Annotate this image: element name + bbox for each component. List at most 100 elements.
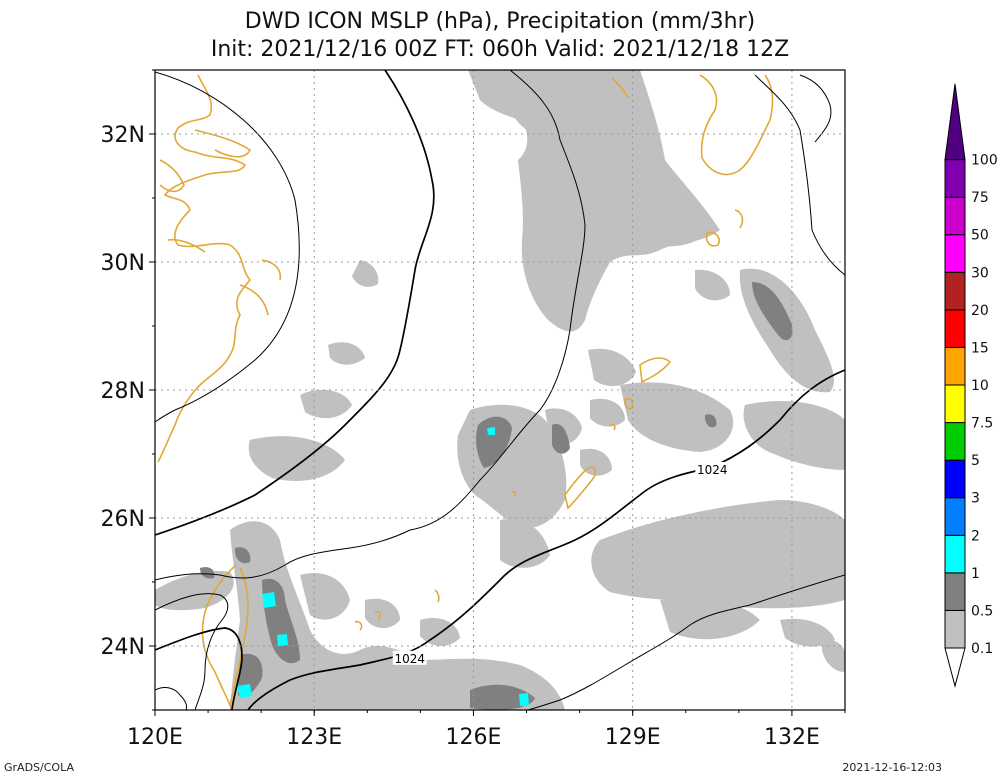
isobar-label-bg <box>392 650 427 665</box>
isobar-thick <box>247 369 845 710</box>
isobar-thick <box>155 627 243 710</box>
precip-area <box>300 572 350 620</box>
x-tick-label: 126E <box>446 725 502 750</box>
isobar-layer <box>155 70 845 710</box>
precip-area <box>780 618 835 647</box>
precip-area <box>365 598 400 629</box>
colorbar-label: 7.5 <box>971 416 993 432</box>
coastline <box>159 159 185 193</box>
colorbar-label: 5 <box>971 453 980 469</box>
colorbar-label: 2 <box>971 528 980 544</box>
precip-area-moderate <box>476 416 512 468</box>
isobar-label-bg <box>695 462 730 476</box>
precip-area-moderate <box>552 423 570 454</box>
chart-title: DWD ICON MSLP (hPa), Precipitation (mm/3… <box>244 9 756 34</box>
precip-area <box>468 70 720 332</box>
precip-area-heavy <box>237 684 252 698</box>
y-tick-label: 32N <box>101 123 145 148</box>
precip-area <box>743 400 845 470</box>
precip-area-moderate <box>752 282 793 341</box>
isobar-thin <box>155 687 188 710</box>
y-tick-label: 26N <box>101 507 145 532</box>
precip-area <box>695 269 730 301</box>
isobar-thick <box>155 70 435 536</box>
coastline <box>261 259 282 281</box>
isobar-thin <box>155 71 300 423</box>
coastline <box>564 466 597 510</box>
colorbar-label: 1 <box>971 566 980 582</box>
colorbar-label: 0.1 <box>971 641 993 657</box>
footer-right: 2021-12-16-12:03 <box>842 761 942 774</box>
precip-area-moderate <box>704 414 717 428</box>
y-tick-label: 30N <box>101 251 145 276</box>
colorbar-label: 0.5 <box>971 603 993 619</box>
coastline <box>609 423 616 431</box>
colorbar-swatch <box>944 459 966 499</box>
coastline <box>374 610 381 621</box>
coastline <box>229 567 249 706</box>
precip-area <box>590 398 625 427</box>
coastline <box>434 589 440 603</box>
colorbar-lower-arrow <box>944 647 966 688</box>
precip-area <box>591 500 845 609</box>
colorbar-swatch <box>944 497 966 536</box>
x-tick-label: 132E <box>764 725 820 750</box>
x-tick-label: 123E <box>286 725 342 750</box>
coastline <box>239 284 269 316</box>
isobar-thin <box>155 70 586 581</box>
colorbar-label: 15 <box>971 340 989 356</box>
precip-area <box>155 570 234 611</box>
coastline <box>354 620 363 631</box>
colorbar-swatch <box>944 346 966 386</box>
precip-area <box>230 521 565 710</box>
isobar-thin <box>754 74 845 276</box>
x-tick-label: 120E <box>127 725 183 750</box>
precip-area-moderate <box>234 547 251 564</box>
precip-area-heavy <box>277 634 288 646</box>
precip-area <box>588 348 636 387</box>
colorbar-swatch <box>944 609 966 649</box>
colorbar-label: 100 <box>971 153 998 169</box>
chart-subtitle: Init: 2021/12/16 00Z FT: 060h Valid: 202… <box>210 37 790 62</box>
isobar-thin <box>527 574 845 710</box>
colorbar-label: 10 <box>971 378 989 394</box>
y-tick-label: 28N <box>101 379 145 404</box>
colorbar: 0.1 0.5 1 2 3 5 7.5 10 15 20 30 50 75 100 <box>944 83 998 688</box>
coastline <box>705 231 720 247</box>
precip-area <box>510 83 582 141</box>
coastline <box>639 357 672 384</box>
contour-labels: 1024 1024 <box>392 462 730 666</box>
coastline <box>201 564 237 710</box>
precip-area <box>620 382 734 452</box>
precipitation-layer <box>155 70 845 710</box>
precip-area <box>328 342 365 365</box>
coastline <box>734 209 744 229</box>
coastline <box>194 129 252 158</box>
precip-area-moderate <box>200 567 215 579</box>
y-tick-label: 24N <box>101 635 145 660</box>
colorbar-swatch <box>944 159 966 198</box>
isobar-thin <box>155 593 229 710</box>
footer-left: GrADS/COLA <box>4 761 74 774</box>
precip-area <box>352 260 379 287</box>
coastline <box>611 77 629 99</box>
coastline <box>511 490 517 497</box>
precip-area <box>822 639 845 672</box>
colorbar-swatch <box>944 572 966 611</box>
precip-area-heavy <box>262 592 276 608</box>
colorbar-swatch <box>944 196 966 236</box>
colorbar-swatch <box>944 234 966 273</box>
coastline <box>624 397 634 410</box>
colorbar-swatch <box>944 422 966 461</box>
coastline <box>699 74 774 176</box>
precip-area <box>248 436 345 481</box>
colorbar-label: 20 <box>971 303 989 319</box>
coastline-layer <box>157 74 774 710</box>
coastline <box>167 238 206 253</box>
colorbar-swatch <box>944 271 966 311</box>
precip-area-heavy <box>519 693 529 706</box>
isobar-label: 1024 <box>394 652 425 666</box>
precip-area <box>640 200 705 247</box>
precip-area <box>300 389 352 419</box>
